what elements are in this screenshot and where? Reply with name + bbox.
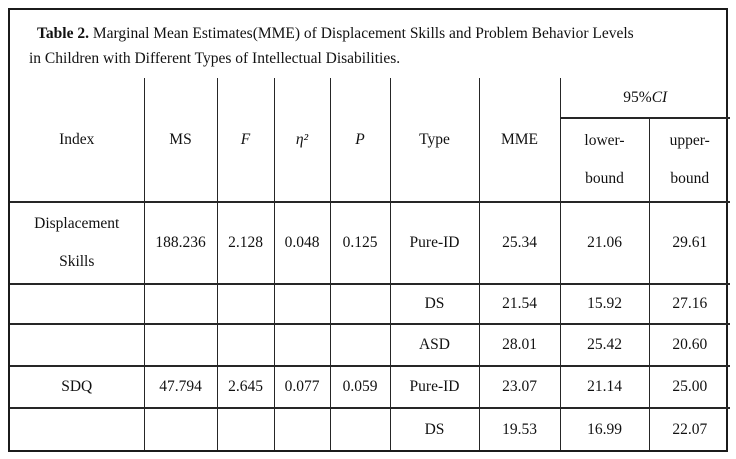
- row-sdq-pure-id: SDQ 47.794 2.645 0.077 0.059 Pure-ID 23.…: [10, 365, 731, 409]
- cell-mme: 28.01: [478, 323, 561, 367]
- cell-index-empty: [10, 323, 145, 367]
- cell-eta-empty: [273, 283, 331, 325]
- header-lower-bound: lower- bound: [560, 117, 650, 203]
- cell-p-empty: [329, 407, 391, 450]
- cell-lower: 25.42: [559, 323, 650, 367]
- cell-ms: 47.794: [143, 365, 218, 409]
- cell-mme: 21.54: [478, 283, 561, 325]
- cell-index-empty: [10, 407, 145, 450]
- cell-p-empty: [329, 323, 391, 367]
- cell-p-empty: [329, 283, 391, 325]
- row-displacement-asd: ASD 28.01 25.42 20.60: [10, 323, 731, 367]
- row-displacement-ds: DS 21.54 15.92 27.16: [10, 283, 731, 325]
- header-row-bounds: lower- bound upper- bound: [10, 117, 731, 203]
- cell-lower: 21.14: [559, 365, 650, 409]
- row-displacement-pure-id: Displacement Skills 188.236 2.128 0.048 …: [10, 201, 731, 285]
- header-f: F: [216, 78, 275, 203]
- cell-lower: 16.99: [559, 407, 650, 450]
- cell-mme: 19.53: [478, 407, 561, 450]
- cell-mme: 23.07: [478, 365, 561, 409]
- cell-p: 0.125: [329, 201, 391, 285]
- cell-upper: 22.07: [648, 407, 731, 450]
- header-95ci-label: CI: [651, 88, 668, 106]
- cell-lower: 21.06: [559, 201, 650, 285]
- cell-type: DS: [389, 283, 480, 325]
- cell-type: DS: [389, 407, 480, 450]
- cell-type: Pure-ID: [389, 365, 480, 409]
- cell-f-empty: [216, 407, 275, 450]
- cell-f-empty: [216, 283, 275, 325]
- table-caption-label: Table 2.: [37, 25, 89, 42]
- cell-lower: 15.92: [559, 283, 650, 325]
- cell-ms-empty: [143, 407, 218, 450]
- cell-eta: 0.048: [273, 201, 331, 285]
- cell-ms-empty: [143, 323, 218, 367]
- cell-mme: 25.34: [478, 201, 561, 285]
- cell-index-displacement-skills: Displacement Skills: [10, 201, 145, 285]
- cell-index-sdq: SDQ: [10, 365, 145, 409]
- header-row-top: Index MS F η² P Type MME 95%CI: [10, 78, 731, 203]
- header-ms: MS: [143, 78, 218, 203]
- cell-upper: 27.16: [648, 283, 731, 325]
- cell-upper: 25.00: [648, 365, 731, 409]
- cell-eta-empty: [273, 407, 331, 450]
- cell-index-empty: [10, 283, 145, 325]
- cell-type: Pure-ID: [389, 201, 480, 285]
- cell-upper: 20.60: [648, 323, 731, 367]
- header-95ci: 95%CI: [559, 78, 731, 119]
- header-index: Index: [10, 78, 145, 203]
- header-mme: MME: [478, 78, 561, 203]
- table-caption-text: Marginal Mean Estimates(MME) of Displace…: [29, 25, 634, 67]
- cell-eta: 0.077: [273, 365, 331, 409]
- cell-ms-empty: [143, 283, 218, 325]
- cell-p: 0.059: [329, 365, 391, 409]
- mme-table: Index MS F η² P Type MME 95%CI lower- bo…: [10, 78, 731, 450]
- header-eta-squared: η²: [273, 78, 331, 203]
- header-upper-bound: upper- bound: [648, 117, 731, 203]
- header-p: P: [329, 78, 391, 203]
- cell-type: ASD: [389, 323, 480, 367]
- header-95ci-prefix: 95%: [623, 88, 652, 106]
- cell-eta-empty: [273, 323, 331, 367]
- cell-f: 2.645: [216, 365, 275, 409]
- row-sdq-ds: DS 19.53 16.99 22.07: [10, 407, 731, 450]
- cell-upper: 29.61: [648, 201, 731, 285]
- cell-f: 2.128: [216, 201, 275, 285]
- header-type: Type: [389, 78, 480, 203]
- table-caption: Table 2. Marginal Mean Estimates(MME) of…: [10, 10, 726, 78]
- cell-ms: 188.236: [143, 201, 218, 285]
- cell-f-empty: [216, 323, 275, 367]
- table-frame: Table 2. Marginal Mean Estimates(MME) of…: [8, 8, 731, 452]
